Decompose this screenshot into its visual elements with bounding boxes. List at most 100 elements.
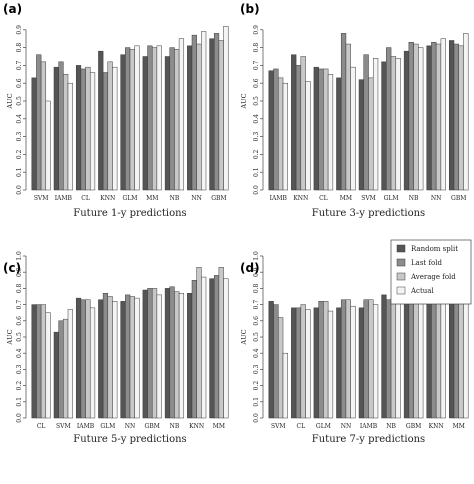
y-tick-label: 0.8: [253, 283, 260, 293]
bar: [218, 267, 224, 419]
category-label: MM: [340, 195, 352, 202]
bar: [358, 79, 365, 191]
bar: [381, 294, 387, 419]
bar: [278, 77, 284, 191]
category-label: CL: [81, 195, 90, 202]
category-label: CL: [37, 423, 46, 430]
bar: [191, 280, 197, 419]
bar: [295, 307, 302, 419]
bar: [120, 54, 126, 191]
legend-swatch: [396, 258, 406, 267]
y-tick-label: 0.3: [253, 132, 260, 142]
bar: [300, 56, 306, 191]
bar: [102, 293, 109, 419]
y-axis-label: AUC: [6, 329, 14, 345]
category-label: CL: [319, 195, 328, 202]
y-tick-label: 0.4: [16, 348, 23, 358]
bar: [345, 43, 351, 191]
bar: [209, 278, 215, 419]
y-tick-label: 0.4: [253, 114, 260, 124]
y-tick-label: 0.0: [253, 413, 260, 423]
bar: [107, 296, 113, 419]
bar: [75, 65, 82, 191]
bar: [89, 72, 96, 191]
y-tick-label: 0.0: [16, 185, 23, 195]
bar: [63, 318, 69, 419]
y-axis-label: AUC: [240, 93, 248, 109]
bar: [80, 68, 86, 191]
bar: [295, 65, 302, 191]
y-tick-label: 0.6: [253, 78, 260, 88]
category-label: IAMB: [77, 423, 95, 430]
bar: [318, 301, 324, 419]
y-tick-label: 0.0: [16, 413, 23, 423]
y-tick-label: 0.8: [16, 43, 23, 53]
y-tick-label: 0.7: [253, 300, 260, 310]
bar: [413, 289, 419, 419]
bar: [174, 291, 180, 419]
bar: [151, 47, 158, 191]
bar: [453, 43, 459, 191]
bar: [327, 310, 334, 419]
bar: [134, 297, 140, 419]
bar: [63, 74, 69, 191]
bar: [187, 45, 193, 191]
bar: [395, 301, 401, 419]
category-label: NN: [341, 423, 352, 430]
y-tick-label: 0.8: [16, 283, 23, 293]
panel-label: (b): [240, 2, 260, 16]
bar: [268, 301, 274, 419]
bar: [273, 304, 279, 419]
y-tick-label: 0.2: [253, 149, 260, 159]
bar: [418, 47, 424, 191]
bar: [336, 77, 342, 191]
bar: [435, 43, 442, 191]
bar: [340, 33, 347, 191]
bar: [147, 45, 153, 191]
bar: [125, 294, 131, 419]
bar: [164, 56, 171, 191]
y-tick-label: 0.9: [253, 25, 260, 35]
bar: [156, 294, 162, 419]
bar: [164, 288, 171, 419]
x-axis-title: Future 3-y predictions: [312, 208, 425, 219]
category-label: MM: [146, 195, 158, 202]
legend-label: Last fold: [411, 259, 442, 267]
category-label: NN: [125, 423, 136, 430]
bar: [282, 352, 289, 419]
y-tick-label: 0.1: [253, 167, 260, 177]
bar: [305, 81, 311, 191]
bar: [345, 299, 351, 419]
y-tick-label: 0.6: [16, 78, 23, 88]
bar: [120, 301, 126, 419]
bar: [408, 42, 414, 191]
bar: [291, 54, 297, 191]
panel-label: (c): [3, 261, 21, 275]
bar: [40, 61, 47, 191]
bar: [390, 297, 397, 419]
bar: [313, 307, 319, 419]
bar: [125, 47, 131, 191]
bar: [169, 47, 175, 191]
bar: [278, 317, 284, 419]
category-label: GLM: [100, 423, 115, 430]
category-label: KNN: [429, 423, 444, 430]
bar: [223, 278, 229, 419]
bar: [273, 68, 279, 191]
bar: [112, 301, 118, 419]
bar: [36, 54, 42, 191]
y-tick-label: 0.7: [253, 60, 260, 70]
bar: [395, 58, 401, 191]
bar: [80, 299, 86, 419]
category-label: GBM: [406, 423, 421, 430]
bar: [426, 288, 432, 419]
bar: [196, 267, 202, 419]
bar: [327, 74, 334, 191]
bar: [67, 82, 73, 191]
category-label: KNN: [293, 195, 308, 202]
bar: [67, 309, 73, 419]
y-tick-label: 0.9: [16, 267, 23, 277]
bar: [191, 34, 197, 191]
bar: [282, 82, 289, 191]
category-label: GLM: [316, 423, 331, 430]
